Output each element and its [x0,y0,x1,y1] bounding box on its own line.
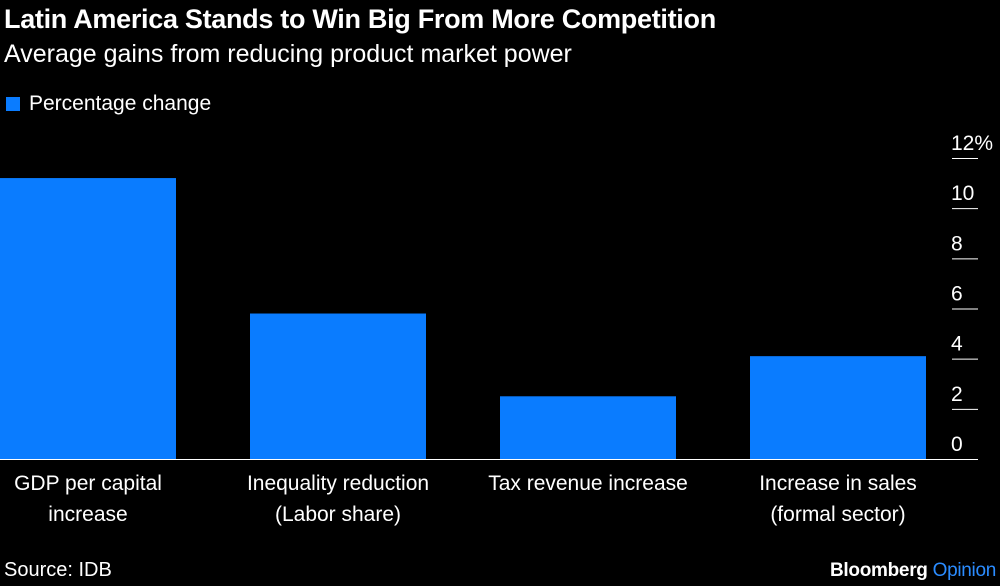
category-label-4: Increase in sales (formal sector) [759,472,917,526]
category-label-2: Inequality reduction (Labor share) [247,472,429,526]
bar-3 [500,396,676,459]
bar-2 [250,313,426,459]
category-label-line: GDP per capital [14,472,162,495]
legend-swatch [6,97,20,111]
legend-label: Percentage change [29,92,212,115]
category-label-line: (Labor share) [275,503,401,526]
y-tick-label-4: 4 [951,333,963,356]
brand-suffix: Opinion [932,560,997,581]
category-label-1: GDP per capital increase [14,472,162,526]
chart-title: Latin America Stands to Win Big From Mor… [4,4,716,34]
legend: Percentage change [6,92,211,116]
category-label-line: (formal sector) [770,503,905,526]
bar-4 [750,356,926,459]
y-tick-label-6: 6 [951,283,963,306]
source-note: Source: IDB [4,559,112,581]
y-tick-label-2: 2 [951,383,963,406]
category-label-line: increase [48,503,127,526]
chart-subtitle: Average gains from reducing product mark… [4,40,572,68]
category-label-line: Inequality reduction [247,472,429,495]
category-label-3: Tax revenue increase [488,472,688,495]
y-tick-label-10: 10 [951,182,974,205]
bar-1 [0,178,176,460]
category-label-line: Tax revenue increase [488,472,688,495]
brand-logo: Bloomberg Opinion [830,560,996,582]
y-tick-label-8: 8 [951,232,963,255]
y-tick-label-12: 12% [951,132,993,155]
category-label-line: Increase in sales [759,472,917,495]
y-tick-label-0: 0 [951,433,963,456]
brand-name: Bloomberg [830,560,928,581]
